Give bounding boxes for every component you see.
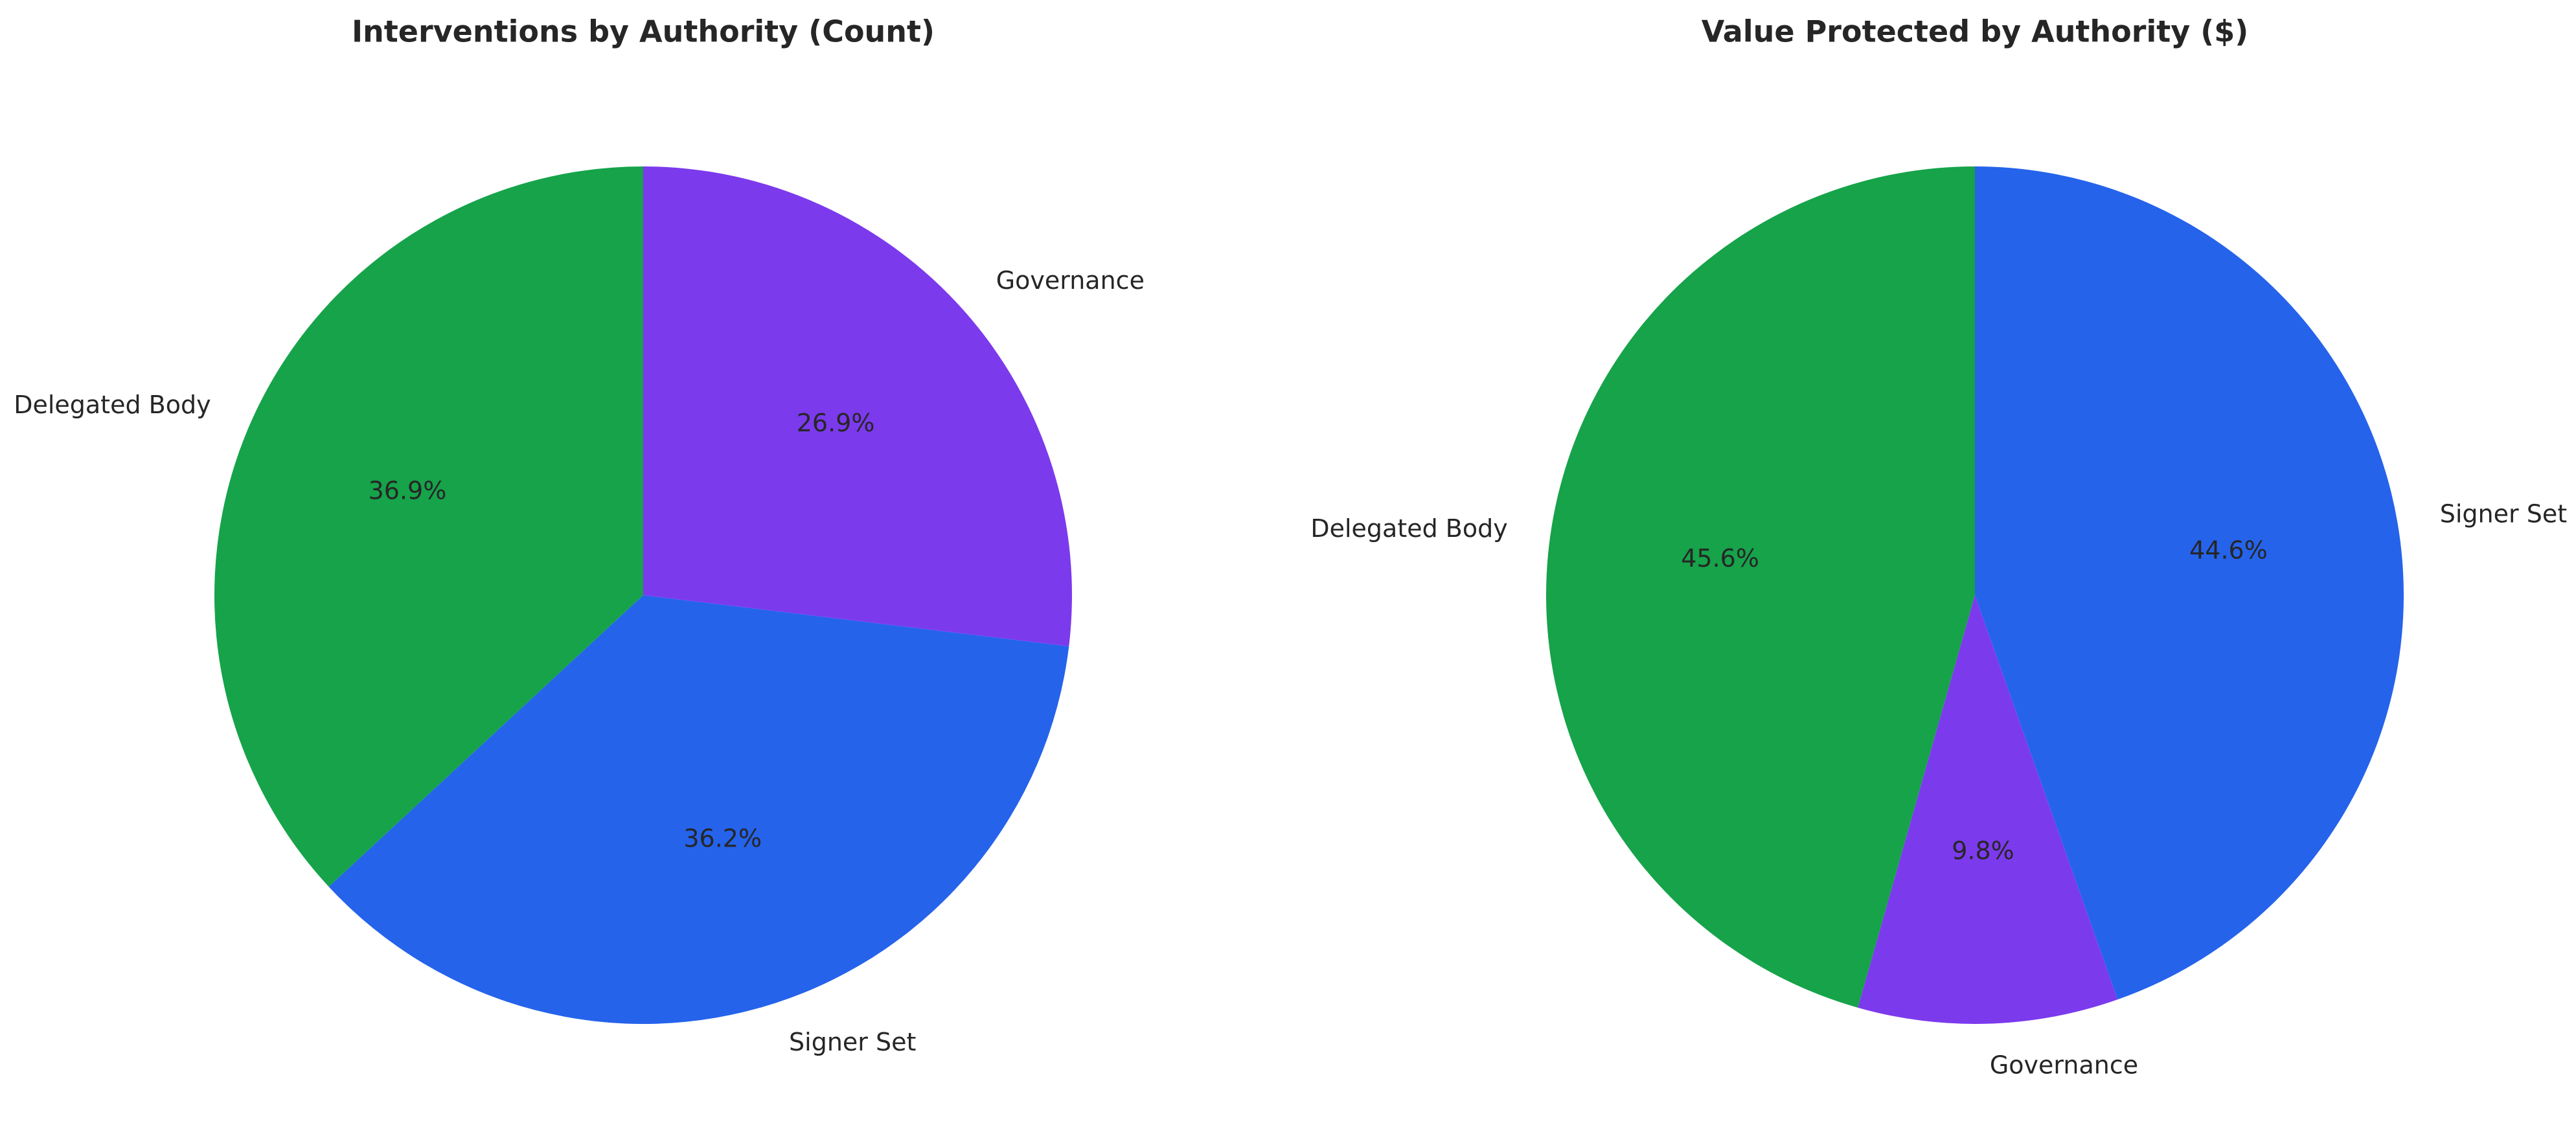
pie-slice bbox=[643, 166, 1072, 646]
slice-label: Governance bbox=[996, 266, 1145, 295]
chart-title: Interventions by Authority (Count) bbox=[352, 14, 935, 49]
slice-percent: 45.6% bbox=[1681, 544, 1759, 573]
slice-percent: 36.9% bbox=[369, 477, 447, 505]
pie-slice bbox=[328, 595, 1069, 1025]
pie-slice bbox=[214, 166, 643, 887]
slice-percent: 44.6% bbox=[2189, 536, 2268, 564]
slice-percent: 36.2% bbox=[683, 824, 762, 852]
slice-label: Signer Set bbox=[789, 1028, 916, 1056]
pie-slice bbox=[1858, 595, 2118, 1024]
slice-label: Delegated Body bbox=[1310, 514, 1507, 543]
pie-slice bbox=[1545, 166, 1975, 1008]
slice-label: Delegated Body bbox=[14, 391, 211, 419]
slice-label: Governance bbox=[1990, 1050, 2138, 1079]
slice-percent: 9.8% bbox=[1952, 837, 2014, 865]
slice-percent: 26.9% bbox=[797, 409, 875, 437]
slice-label: Signer Set bbox=[2440, 500, 2567, 528]
chart-title: Value Protected by Authority ($) bbox=[1702, 14, 2249, 49]
pie-slice bbox=[1975, 166, 2404, 1000]
